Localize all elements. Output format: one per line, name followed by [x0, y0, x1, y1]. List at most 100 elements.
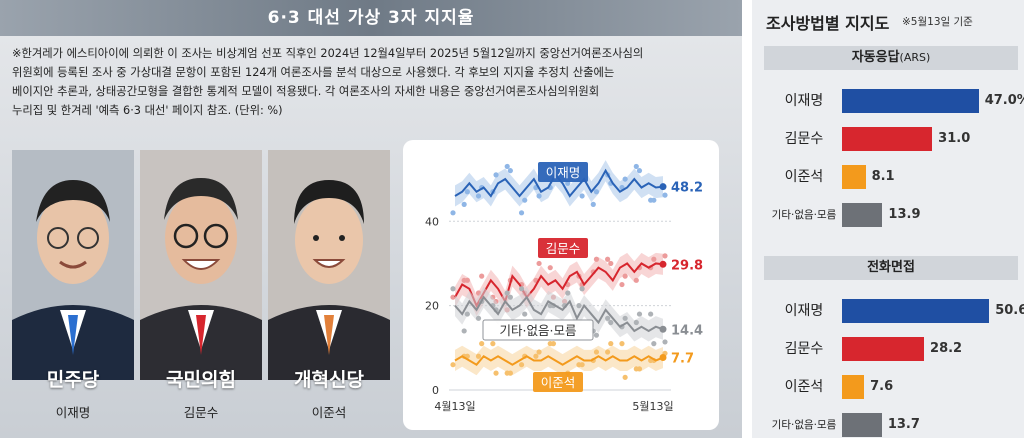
bar-row: 이재명 47.0% — [764, 86, 1024, 116]
poll-dot — [622, 315, 628, 321]
confidence-band — [455, 286, 663, 342]
poll-dot — [536, 349, 542, 355]
bar — [842, 337, 925, 361]
method-title: 조사방법별 지지도 — [766, 14, 890, 33]
poll-dot — [461, 201, 467, 207]
poll-dot — [464, 277, 470, 283]
bar — [842, 165, 866, 189]
candidate-lee-jaemyung: 민주당 이재명 — [12, 150, 134, 420]
series-end-value: 48.2 — [671, 181, 703, 196]
bar-label: 기타·없음·모름 — [771, 419, 837, 431]
bar-row: 이준석 7.6 — [764, 372, 1018, 402]
poll-dot — [493, 370, 499, 376]
poll-dot — [608, 319, 614, 326]
series-line — [454, 354, 664, 366]
poll-dot — [507, 168, 513, 174]
poll-dot — [475, 193, 482, 199]
note-line: 위원회에 등록된 조사 중 가상대결 문항이 포함된 124개 여론조사를 분석… — [12, 66, 615, 79]
poll-dot — [662, 192, 668, 198]
x-tick-label: 5월13일 — [632, 399, 673, 413]
bar-value: 8.1 — [871, 169, 895, 184]
candidate-name: 김문수 — [183, 405, 219, 420]
poll-dot — [536, 193, 542, 199]
bar-label: 김문수 — [784, 131, 824, 147]
bar-row: 이재명 50.6 — [764, 296, 1024, 326]
note-line: 누리집 및 한겨레 '예측 6·3 대선' 페이지 참조. (단위: %) — [12, 104, 283, 117]
series-label-box — [482, 319, 594, 341]
portrait-lee-junseok — [268, 150, 390, 380]
poll-dot — [605, 349, 611, 355]
series-label-box — [538, 238, 588, 258]
poll-dot — [636, 311, 643, 317]
series-endpoint — [659, 183, 667, 191]
series-label: 이준석 — [541, 375, 576, 390]
poll-dot — [648, 311, 654, 317]
poll-dot — [651, 341, 657, 347]
bar-row: 이준석 8.1 — [764, 162, 1018, 192]
poll-dot — [662, 253, 668, 259]
poll-dot — [633, 319, 639, 326]
bar-label: 이재명 — [784, 303, 824, 319]
poll-dot — [518, 286, 525, 292]
note-line: ※한겨레가 에스티아이에 의뢰한 이 조사는 비상계엄 선포 직후인 2024년… — [12, 47, 644, 60]
title-bar — [0, 0, 742, 36]
bar-label: 김문수 — [784, 341, 824, 357]
bar — [842, 89, 979, 113]
poll-dot — [619, 341, 625, 347]
poll-dot — [547, 265, 553, 271]
poll-dot — [579, 286, 585, 292]
series-label-box — [538, 162, 588, 182]
method-note: ※5월13일 기준 — [902, 16, 973, 28]
bar-value: 13.7 — [887, 417, 920, 432]
candidate-kim-moonsoo: 국민의힘 김문수 — [140, 150, 262, 420]
confidence-band — [455, 345, 663, 376]
poll-dot — [450, 362, 456, 368]
portrait-kim-moonsoo — [140, 150, 262, 380]
poll-dot — [475, 315, 482, 321]
poll-dot — [593, 189, 600, 195]
bar-row: 기타·없음·모름 13.9 — [764, 200, 1018, 230]
left-panel: 6·3 대선 가상 3자 지지율 ※한겨레가 에스티아이에 의뢰한 이 조사는 … — [0, 0, 742, 438]
poll-dot — [593, 332, 600, 338]
poll-dot — [507, 294, 513, 300]
series-end-value: 29.8 — [671, 258, 703, 273]
bar — [842, 203, 883, 227]
bar — [842, 413, 882, 437]
trend-chart-card: 0 20 40 4월13일 5월13일 48.2 이재명 29.8 김문수 14.4 기타·없음·모… — [403, 140, 719, 430]
poll-dot — [507, 370, 513, 376]
poll-dot — [662, 339, 668, 345]
poll-dot — [633, 277, 639, 283]
series-label-box — [533, 372, 583, 392]
poll-dot — [518, 210, 525, 216]
poll-dot — [479, 273, 485, 279]
series-endpoint — [659, 325, 667, 333]
poll-dot — [479, 341, 485, 347]
poll-dot — [493, 172, 499, 178]
x-tick-label: 4월13일 — [434, 399, 475, 413]
poll-dot — [608, 260, 614, 267]
party-name: 개혁신당 — [294, 369, 364, 391]
series-line — [454, 295, 664, 333]
survey-note: ※한겨레가 에스티아이에 의뢰한 이 조사는 비상계엄 선포 직후인 2024년… — [12, 44, 732, 120]
page-title: 6·3 대선 가상 3자 지지율 — [267, 8, 475, 28]
poll-dot — [593, 349, 600, 355]
bar-value: 7.6 — [870, 379, 894, 394]
poll-dot — [518, 362, 525, 368]
bar-row: 김문수 28.2 — [764, 334, 1018, 364]
poll-dot — [619, 281, 625, 288]
series-end-value: 14.4 — [671, 323, 703, 338]
poll-dot — [590, 201, 596, 207]
candidate-name: 이재명 — [55, 405, 91, 420]
bar-value: 50.6 — [995, 303, 1024, 318]
poll-dot — [522, 197, 528, 203]
series-endpoint — [659, 354, 667, 362]
poll-dot — [605, 315, 611, 321]
poll-dot — [651, 197, 657, 203]
bar-row: 기타·없음·모름 13.7 — [764, 410, 1018, 440]
poll-dot — [622, 273, 628, 279]
bar — [842, 299, 990, 323]
bar — [842, 127, 933, 151]
poll-dot — [651, 256, 657, 262]
bar — [842, 375, 865, 399]
